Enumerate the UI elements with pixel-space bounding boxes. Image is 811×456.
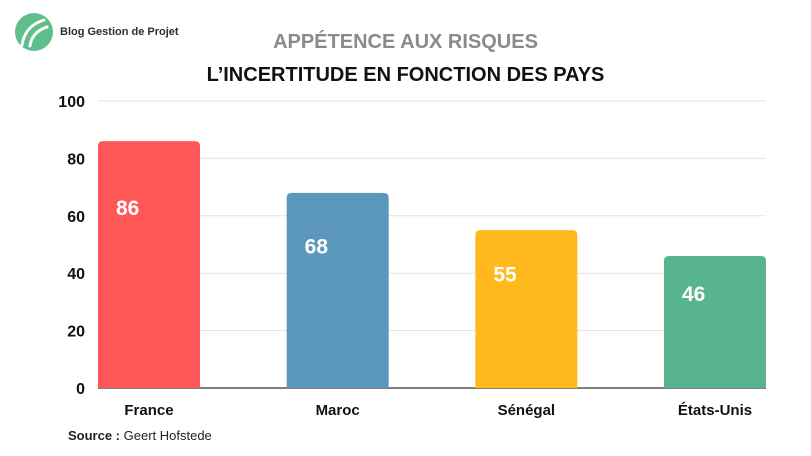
- brand-name: Blog Gestion de Projet: [60, 26, 179, 38]
- x-tick-label: France: [124, 402, 173, 419]
- chart-subtitle: L’INCERTITUDE EN FONCTION DES PAYS: [206, 64, 605, 86]
- source-note: Source : Geert Hofstede: [68, 428, 212, 443]
- y-tick-label: 80: [67, 151, 85, 168]
- source-label: Source :: [68, 428, 121, 443]
- y-tick-label: 60: [67, 209, 85, 226]
- x-tick-label: Sénégal: [498, 402, 556, 419]
- y-tick-label: 40: [67, 266, 85, 283]
- leaf-logo-icon: [15, 13, 53, 51]
- data-label: 86: [116, 197, 139, 220]
- source-text: Geert Hofstede: [120, 428, 212, 443]
- data-label: 68: [305, 236, 329, 259]
- x-tick-label: Maroc: [316, 402, 360, 419]
- y-tick-label: 100: [58, 94, 85, 111]
- brand: Blog Gestion de Projet: [14, 12, 179, 52]
- x-tick-label: États-Unis: [678, 402, 752, 419]
- data-label: 46: [682, 283, 705, 306]
- bar: [98, 141, 200, 388]
- bar: [286, 192, 389, 388]
- data-label: 55: [493, 264, 517, 287]
- y-tick-label: 0: [76, 381, 85, 398]
- bar: [664, 255, 766, 388]
- y-tick-label: 20: [67, 324, 85, 341]
- chart-title: APPÉTENCE AUX RISQUES: [273, 31, 538, 53]
- bar: [475, 230, 578, 388]
